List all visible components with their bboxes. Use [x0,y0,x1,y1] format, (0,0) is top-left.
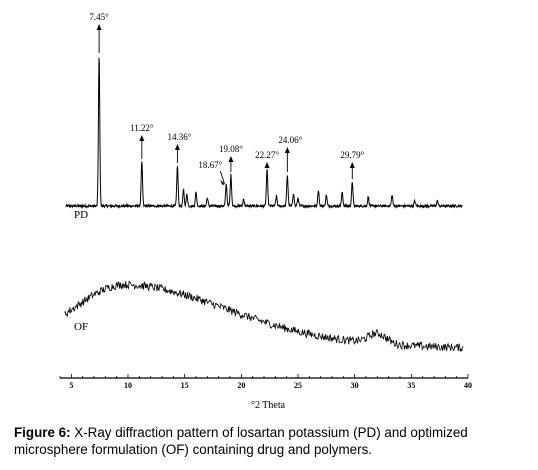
peak-arrowhead [139,135,145,141]
peak-arrowhead [228,156,234,162]
pd-trace-label: PD [74,209,88,221]
peak-arrowhead [96,24,102,30]
x-axis-label: °2 Theta [251,400,286,411]
peak-labels: 7.45° 11.22° 14.36° 18.67° 19.08° 22.27° 24.06… [89,12,365,185]
peak-label: 7.45° [89,12,109,22]
x-tick-label: 5 [69,381,73,390]
x-tick-label: 30 [351,381,359,390]
x-tick-label: 20 [237,381,245,390]
of-line [64,280,464,352]
peak-label: 22.27° [255,150,279,160]
x-tick-label: 15 [181,381,189,390]
x-tick-label: 40 [464,381,472,390]
peak-arrowhead [284,147,290,153]
peak-arrowhead [174,144,180,150]
peak-arrowhead [264,162,270,168]
x-tick-label: 25 [294,381,302,390]
peak-arrowhead [349,162,355,168]
peak-arrowhead [220,180,226,185]
x-tick-label: 10 [124,381,132,390]
pd-line [65,57,463,209]
caption-text: X-Ray diffraction pattern of losartan po… [14,425,468,457]
xrd-figure: 5 10 15 20 25 30 35 40 7.45° 11.22° 14.36° 18.67° 1… [59,12,472,411]
xrd-chart: 5 10 15 20 25 30 35 40 7.45° 11.22° 14.36° 18.67° 1… [59,12,472,411]
peak-label: 24.06° [278,135,302,145]
of-trace-label: OF [74,321,88,333]
peak-label: 11.22° [130,123,154,133]
of-series [64,280,464,352]
caption-prefix: Figure 6: [14,425,71,440]
pd-series [65,57,463,209]
peak-label: 14.36° [167,132,191,142]
peak-arrow [219,170,225,184]
peak-label: 19.08° [219,144,243,154]
x-tick-label: 35 [407,381,415,390]
peak-label: 29.79° [340,150,364,160]
x-axis: 5 10 15 20 25 30 35 40 [59,374,472,390]
peak-label: 18.67° [198,160,222,170]
figure-caption: Figure 6: X-Ray diffraction pattern of l… [14,424,529,458]
